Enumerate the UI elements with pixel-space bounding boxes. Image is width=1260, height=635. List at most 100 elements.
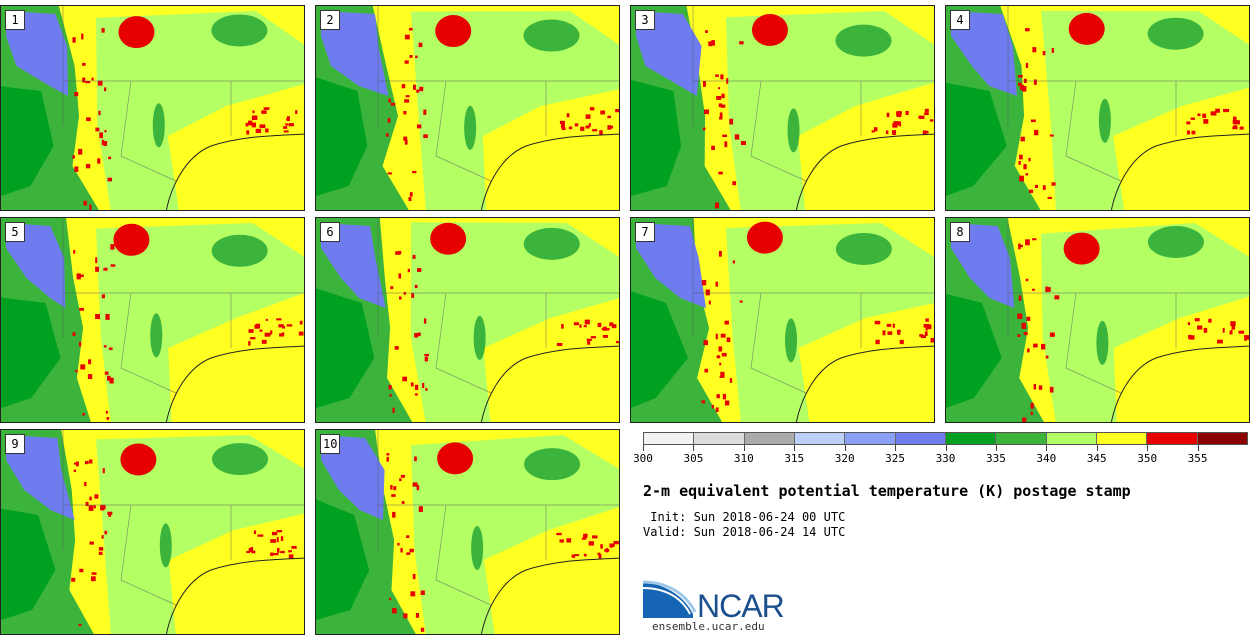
map-speckle-red bbox=[98, 110, 101, 116]
map-speckle-red bbox=[286, 116, 290, 121]
colorbar-segment bbox=[1197, 433, 1247, 444]
map-speckle-red bbox=[600, 110, 606, 115]
map-speckle-red bbox=[415, 55, 418, 59]
map-speckle-red bbox=[716, 394, 720, 399]
map-speckle-red bbox=[424, 353, 429, 357]
map-speckle-red bbox=[597, 322, 602, 328]
map-speckle-red bbox=[607, 115, 611, 119]
map-speckle-red bbox=[599, 130, 603, 135]
map-speckle-red bbox=[1025, 62, 1029, 68]
map-speckle-red bbox=[719, 112, 723, 119]
map-speckle-red bbox=[88, 359, 92, 365]
map-speckle-red bbox=[409, 27, 413, 31]
map-speckle-red bbox=[414, 284, 418, 289]
colorbar-tick-label: 300 bbox=[633, 452, 653, 465]
map-speckle-red bbox=[1042, 185, 1046, 190]
stamp-number: 8 bbox=[950, 222, 970, 242]
map-boundary-line bbox=[692, 6, 934, 182]
map-region-light-green bbox=[96, 11, 304, 210]
map-speckle-red bbox=[280, 550, 285, 554]
map-coastline bbox=[795, 345, 934, 422]
stamp-7: 7 bbox=[630, 217, 935, 423]
colorbar-tick bbox=[995, 445, 997, 451]
map-speckle-red bbox=[277, 547, 280, 553]
map-speckle-red bbox=[76, 273, 81, 280]
map-speckle-red bbox=[299, 320, 303, 325]
map-speckle-red bbox=[395, 251, 400, 255]
map-speckle-red bbox=[1215, 108, 1220, 113]
map-speckle-red bbox=[261, 339, 267, 344]
map-speckle-red bbox=[732, 181, 737, 186]
map-blob-green bbox=[1147, 226, 1204, 259]
map-speckle-red bbox=[104, 530, 108, 535]
map-speckle-red bbox=[270, 552, 274, 556]
map-speckle-red bbox=[78, 624, 82, 627]
map-speckle-red bbox=[398, 273, 402, 279]
map-speckle-red bbox=[896, 111, 902, 116]
map-speckle-red bbox=[394, 346, 399, 350]
map-speckle-red bbox=[406, 552, 411, 555]
map-speckle-red bbox=[720, 371, 725, 377]
map-speckle-red bbox=[583, 553, 587, 557]
map-blob-green bbox=[152, 103, 165, 148]
map-speckle-red bbox=[415, 613, 420, 618]
map-speckle-red bbox=[1041, 343, 1046, 350]
colorbar-tick-label: 315 bbox=[784, 452, 805, 465]
map-speckle-red bbox=[587, 340, 591, 345]
map-speckle-red bbox=[285, 123, 289, 126]
map-speckle-red bbox=[585, 125, 590, 129]
map-speckle-red bbox=[603, 326, 607, 331]
map-speckle-red bbox=[404, 60, 409, 64]
map-speckle-red bbox=[99, 132, 103, 139]
map-speckle-red bbox=[711, 40, 715, 46]
map-region-light-green bbox=[411, 435, 619, 634]
map-speckle-red bbox=[73, 462, 78, 465]
stamp-9: 9 bbox=[0, 429, 305, 635]
map-speckle-red bbox=[918, 115, 925, 119]
map-speckle-red bbox=[1034, 184, 1039, 188]
map-speckle-red bbox=[1042, 51, 1046, 56]
map-speckle-red bbox=[414, 333, 419, 338]
map-blob-green bbox=[150, 313, 163, 358]
map-blob-green bbox=[835, 24, 892, 57]
map-speckle-red bbox=[722, 134, 728, 138]
map-speckle-red bbox=[73, 249, 76, 254]
map-speckle-red bbox=[1210, 112, 1216, 116]
map-speckle-red bbox=[388, 385, 392, 390]
map-speckle-red bbox=[892, 323, 895, 328]
map-speckle-red bbox=[1023, 331, 1028, 336]
stamp-number: 7 bbox=[635, 222, 655, 242]
map-speckle-red bbox=[75, 461, 79, 467]
map-speckle-red bbox=[409, 55, 413, 58]
map-speckle-red bbox=[72, 37, 76, 43]
map-region-blue bbox=[951, 223, 1015, 308]
map-speckle-red bbox=[79, 307, 84, 311]
map-speckle-red bbox=[568, 126, 573, 130]
stamp-map bbox=[946, 6, 1249, 210]
stamp-map bbox=[946, 218, 1249, 422]
map-speckle-red bbox=[401, 84, 406, 89]
map-speckle-red bbox=[72, 155, 75, 159]
map-speckle-red bbox=[387, 118, 391, 123]
map-region-blue bbox=[321, 11, 389, 96]
map-speckle-red bbox=[719, 375, 725, 378]
map-speckle-red bbox=[1051, 182, 1056, 186]
colorbar-tick-label: 325 bbox=[885, 452, 906, 465]
map-speckle-red bbox=[97, 80, 103, 86]
map-speckle-red bbox=[97, 158, 101, 164]
map-speckle-red bbox=[251, 115, 258, 120]
map-speckle-red bbox=[598, 554, 602, 559]
map-coastline bbox=[165, 557, 304, 634]
map-speckle-red bbox=[248, 341, 251, 346]
map-speckle-red bbox=[1033, 343, 1038, 348]
map-speckle-red bbox=[80, 364, 86, 370]
map-speckle-red bbox=[393, 486, 397, 491]
colorbar-tick bbox=[794, 445, 796, 451]
map-blob-green bbox=[211, 234, 268, 267]
map-hotspot-red bbox=[113, 223, 150, 256]
map-speckle-red bbox=[559, 120, 565, 125]
map-hotspot-red bbox=[435, 15, 472, 48]
map-speckle-red bbox=[271, 531, 278, 536]
map-speckle-red bbox=[276, 318, 282, 321]
map-speckle-red bbox=[424, 356, 428, 362]
